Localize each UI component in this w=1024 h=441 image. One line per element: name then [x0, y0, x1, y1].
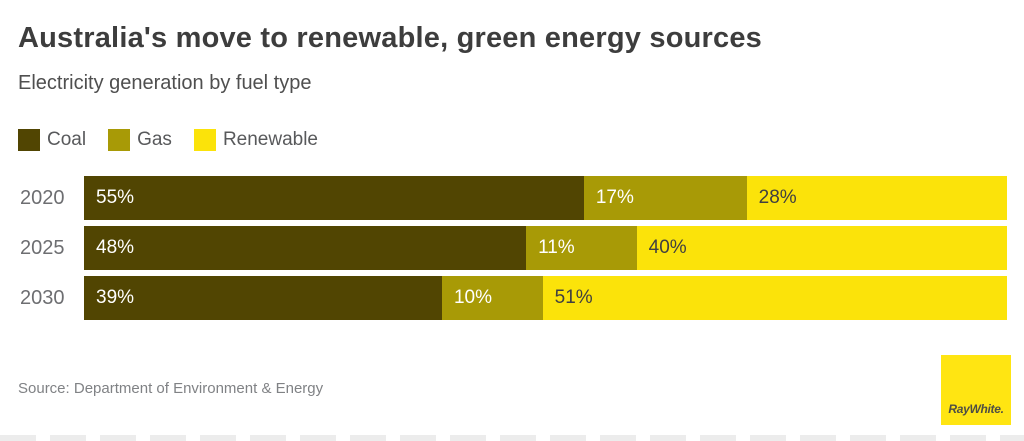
legend-item-coal: Coal	[18, 129, 86, 151]
source-note: Source: Department of Environment & Ener…	[18, 380, 324, 397]
bar-segment-coal: 48%	[84, 226, 527, 270]
legend: Coal Gas Renewable	[18, 129, 340, 151]
chart-title: Australia's move to renewable, green ene…	[18, 22, 762, 54]
bar-segment-gas: 17%	[583, 176, 747, 220]
legend-swatch-gas	[108, 129, 131, 151]
bar-segment-gas: 11%	[526, 226, 637, 270]
legend-item-gas: Gas	[108, 129, 172, 151]
raywhite-logo: RayWhite.	[941, 355, 1011, 425]
chart-subtitle: Electricity generation by fuel type	[18, 72, 312, 94]
bar-segment-gas: 10%	[441, 276, 543, 320]
legend-label: Gas	[137, 129, 172, 150]
bar-row: 2030 39% 10% 51%	[0, 276, 1024, 320]
stacked-bar: 55% 17% 28%	[84, 176, 1007, 220]
raywhite-logo-text: RayWhite.	[948, 402, 1004, 416]
bar-row: 2025 48% 11% 40%	[0, 226, 1024, 270]
year-label: 2020	[20, 187, 65, 209]
legend-swatch-coal	[18, 129, 40, 151]
legend-swatch-renewable	[193, 129, 216, 151]
bar-segment-coal: 39%	[84, 276, 442, 320]
legend-item-renewable: Renewable	[193, 129, 319, 151]
stacked-bar: 48% 11% 40%	[84, 226, 1008, 270]
year-label: 2030	[20, 287, 65, 309]
bar-segment-renewable: 51%	[542, 276, 1008, 320]
legend-label: Coal	[47, 129, 87, 150]
bar-segment-renewable: 28%	[746, 176, 1007, 220]
torn-edge-decoration	[0, 435, 1024, 441]
bar-segment-coal: 55%	[84, 176, 584, 220]
year-label: 2025	[20, 237, 65, 259]
legend-label: Renewable	[222, 129, 319, 150]
bar-chart: 2020 55% 17% 28% 2025 48% 11% 40% 2030 39% 10% 51%	[0, 176, 1024, 326]
bar-row: 2020 55% 17% 28%	[0, 176, 1024, 220]
stacked-bar: 39% 10% 51%	[84, 276, 1008, 320]
bar-segment-renewable: 40%	[636, 226, 1008, 270]
